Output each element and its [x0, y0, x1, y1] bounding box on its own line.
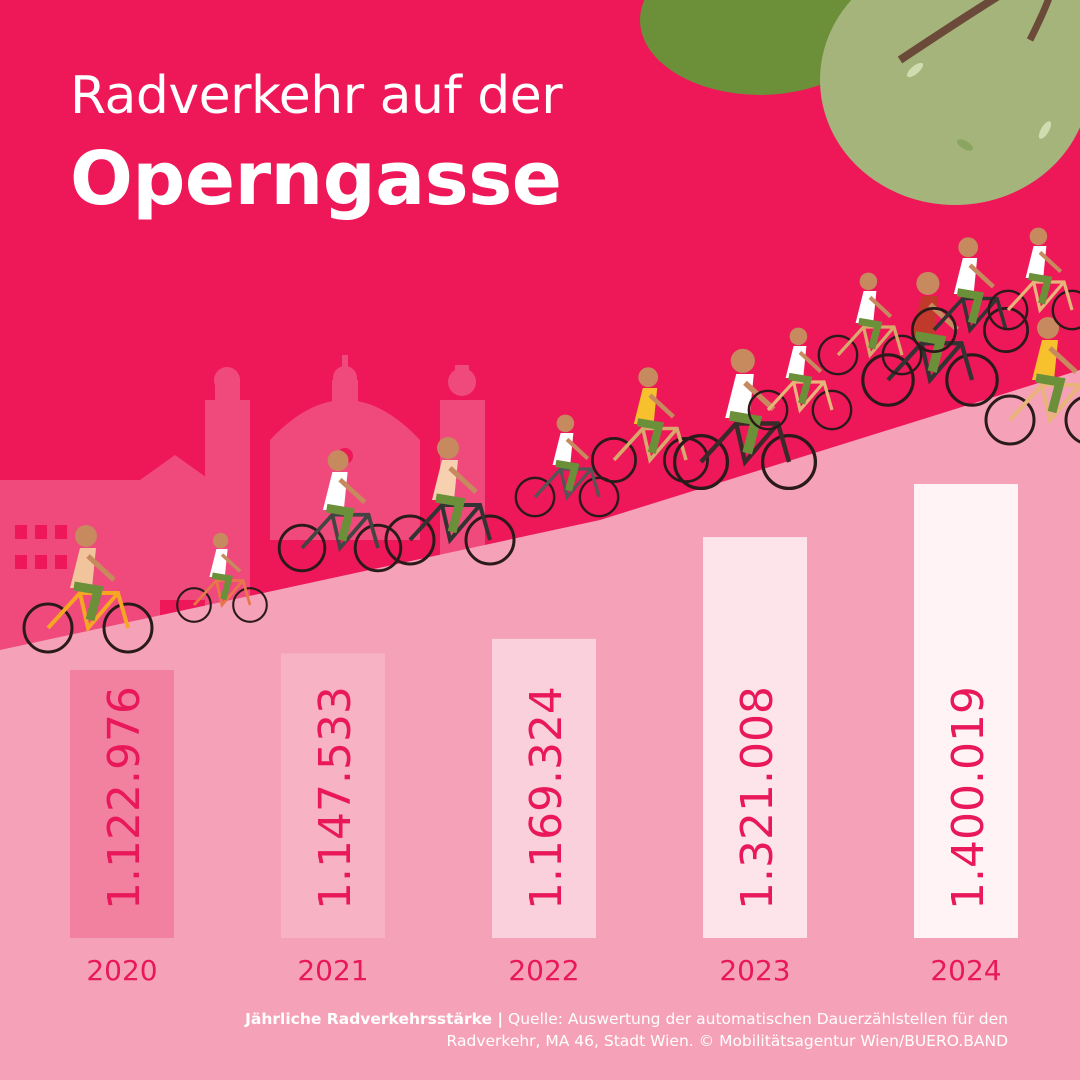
value-label-2020: 1.122.976	[99, 686, 150, 910]
cyclist-icon	[277, 450, 403, 573]
cyclist-group	[22, 227, 1080, 654]
cyclist-icon	[384, 437, 516, 566]
title-line-2: Operngasse	[70, 136, 562, 222]
category-label-2024: 2024	[930, 954, 1001, 987]
category-label-2021: 2021	[297, 954, 368, 987]
tree-canopy-icon	[640, 0, 1080, 205]
cyclist-icon	[911, 237, 1029, 353]
bar-chart: 1.122.976 2020 1.147.533 2021 1.169.324 2022 1…	[70, 484, 1018, 987]
bar-2023	[703, 537, 807, 938]
category-label-2022: 2022	[508, 954, 579, 987]
skyline-windows	[15, 448, 353, 569]
bar-2020	[70, 670, 174, 938]
source-label: Jährliche Radverkehrsstärke |	[245, 1010, 504, 1028]
cyclist-icon	[984, 317, 1080, 446]
cyclist-icon	[987, 227, 1080, 331]
value-label-2024: 1.400.019	[943, 686, 994, 910]
bar-2022	[492, 638, 596, 938]
cyclist-icon	[672, 348, 818, 491]
bar-2024	[914, 484, 1018, 938]
bar-2021	[281, 653, 385, 938]
title-line-1: Radverkehr auf der	[70, 66, 563, 126]
cyclist-icon	[514, 414, 620, 518]
category-label-2023: 2023	[719, 954, 790, 987]
value-label-2023: 1.321.008	[732, 686, 783, 910]
cyclist-icon	[591, 367, 709, 483]
cyclist-icon	[817, 272, 923, 376]
cyclist-icon	[22, 525, 154, 654]
cyclist-icon	[176, 532, 268, 623]
category-label-2020: 2020	[86, 954, 157, 987]
source-note: Jährliche Radverkehrsstärke | Quelle: Au…	[188, 1008, 1008, 1052]
value-label-2022: 1.169.324	[521, 686, 572, 910]
value-label-2021: 1.147.533	[310, 686, 361, 910]
cyclist-icon	[747, 327, 853, 431]
source-text: Quelle: Auswertung der automatischen Dau…	[446, 1010, 1008, 1050]
